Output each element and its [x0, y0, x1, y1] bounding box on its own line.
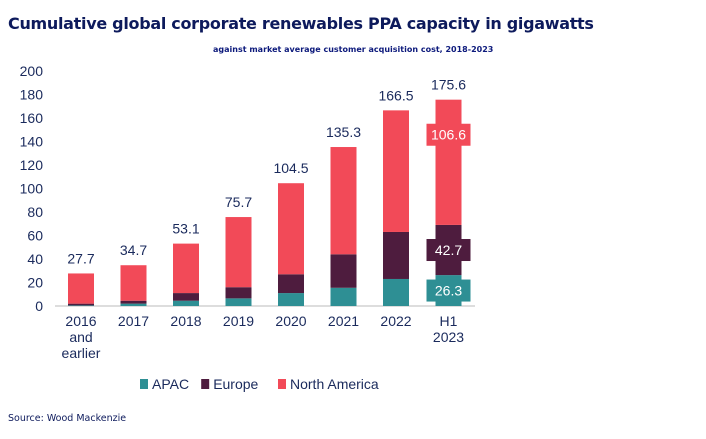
y-tick-label: 140 — [20, 134, 44, 150]
y-tick-label: 60 — [27, 228, 43, 244]
x-tick-label: 2017 — [118, 313, 149, 329]
x-tick-label: 2018 — [170, 313, 201, 329]
bar-europe — [68, 303, 94, 306]
y-tick-label: 0 — [35, 298, 43, 314]
bar-north-america — [120, 265, 147, 301]
total-label: 104.5 — [273, 160, 308, 176]
segment-label-box — [426, 123, 471, 146]
x-tick-label: 2021 — [328, 313, 359, 329]
bar-north-america — [225, 217, 252, 288]
total-label: 75.7 — [225, 194, 252, 210]
total-label: 135.3 — [326, 124, 361, 140]
bar-europe — [383, 231, 409, 279]
x-tick-label: 2023 — [433, 329, 464, 345]
y-tick-label: 20 — [27, 275, 43, 291]
x-tick-label: 2020 — [275, 313, 306, 329]
legend-swatch — [201, 379, 210, 389]
source-note: Source: Wood Mackenzie — [8, 413, 127, 424]
bar-apac — [225, 298, 252, 306]
total-label: 27.7 — [67, 250, 94, 266]
x-tick-label: H1 — [440, 313, 458, 329]
bar-apac — [68, 305, 94, 306]
bar-north-america — [278, 183, 304, 275]
legend-swatch — [278, 379, 286, 389]
legend-label: Europe — [213, 376, 258, 392]
bar-apac — [330, 287, 357, 306]
chart-title: Cumulative global corporate renewables P… — [8, 14, 594, 33]
x-tick-label: and — [69, 329, 92, 345]
legend-label: North America — [290, 376, 379, 392]
y-tick-label: 80 — [27, 204, 43, 220]
total-label: 166.5 — [378, 87, 413, 103]
x-tick-label: 2019 — [223, 313, 254, 329]
bar-europe — [120, 300, 147, 304]
segment-label: 42.7 — [435, 242, 462, 258]
x-tick-label: 2022 — [380, 313, 411, 329]
bar-north-america — [68, 273, 94, 304]
bar-apac — [120, 303, 147, 306]
bar-apac — [173, 300, 199, 306]
y-tick-label: 120 — [20, 157, 44, 173]
y-tick-label: 180 — [20, 87, 44, 103]
segment-label: 26.3 — [435, 283, 462, 299]
bar-north-america — [383, 110, 409, 232]
y-tick-label: 160 — [20, 110, 44, 126]
bar-europe — [330, 254, 357, 288]
x-tick-label: 2016 — [65, 313, 96, 329]
bar-north-america — [435, 99, 462, 225]
segment-label-box — [426, 239, 471, 262]
y-tick-label: 40 — [27, 251, 43, 267]
y-tick-label: 200 — [20, 63, 44, 79]
bar-apac — [383, 278, 409, 306]
y-tick-label: 100 — [20, 181, 44, 197]
bar-north-america — [330, 147, 357, 255]
bar-europe — [173, 293, 199, 301]
x-tick-label: earlier — [62, 345, 101, 361]
legend-swatch — [140, 379, 148, 389]
segment-label: 106.6 — [431, 127, 466, 143]
total-label: 34.7 — [120, 242, 147, 258]
bar-north-america — [173, 243, 199, 294]
overlay-annotation: against market average customer acquisit… — [213, 45, 493, 54]
bar-apac — [278, 293, 304, 306]
segment-label-box — [426, 279, 471, 302]
bar-europe — [225, 287, 252, 299]
total-label: 175.6 — [431, 77, 466, 93]
total-label: 53.1 — [172, 221, 199, 237]
bar-europe — [278, 274, 304, 294]
legend-label: APAC — [152, 376, 189, 392]
